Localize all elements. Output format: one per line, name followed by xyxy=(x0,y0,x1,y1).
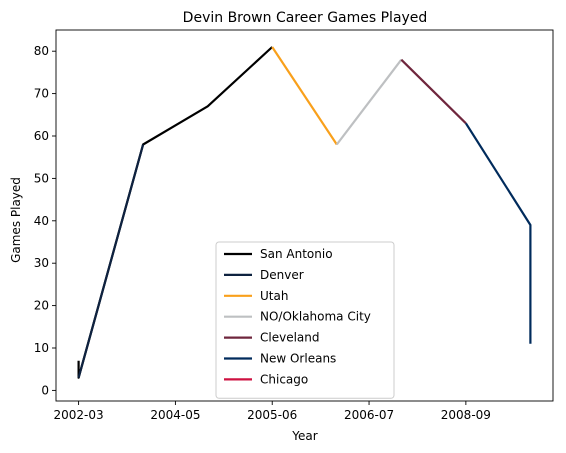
y-tick-label: 0 xyxy=(41,383,49,397)
legend-label: San Antonio xyxy=(260,247,333,261)
y-tick-label: 80 xyxy=(34,44,49,58)
y-tick-label: 40 xyxy=(34,214,49,228)
chart-title: Devin Brown Career Games Played xyxy=(183,10,428,26)
y-tick-label: 60 xyxy=(34,129,49,143)
legend: San Antonio Denver Utah NO/Oklahoma City Cle… xyxy=(215,241,395,399)
series-line-3 xyxy=(335,59,403,146)
legend-label: Cleveland xyxy=(260,331,320,345)
x-tick-label: 2004-05 xyxy=(150,408,200,422)
legend-label: Denver xyxy=(260,268,304,282)
series-line-2 xyxy=(271,46,338,146)
y-axis-title: Games Played xyxy=(9,177,23,263)
y-tick-label: 10 xyxy=(34,341,49,355)
plot-frame xyxy=(55,29,554,402)
x-axis-title: Year xyxy=(291,429,317,443)
y-tick-label: 50 xyxy=(34,171,49,185)
legend-label: Utah xyxy=(260,289,288,303)
series-layer xyxy=(77,46,532,379)
y-tick-label: 70 xyxy=(34,87,49,101)
series-line-5 xyxy=(464,122,532,344)
y-tick-label: 30 xyxy=(34,256,49,270)
x-tick-label: 2006-07 xyxy=(344,408,394,422)
y-tick-label: 20 xyxy=(34,299,49,313)
legend-label: NO/Oklahoma City xyxy=(260,310,371,324)
legend-box xyxy=(215,241,395,399)
x-tick-label: 2008-09 xyxy=(441,408,491,422)
y-axis: 0 10 20 30 40 50 60 70 80 xyxy=(34,44,56,397)
x-axis: 2002-03 2004-05 2005-06 2006-07 2008-09 xyxy=(54,401,491,422)
legend-label: Chicago xyxy=(260,372,308,386)
legend-label: New Orleans xyxy=(260,352,336,366)
x-tick-label: 2002-03 xyxy=(54,408,104,422)
x-tick-label: 2005-06 xyxy=(247,408,297,422)
series-line-1 xyxy=(77,144,145,378)
series-line-4 xyxy=(400,58,467,125)
